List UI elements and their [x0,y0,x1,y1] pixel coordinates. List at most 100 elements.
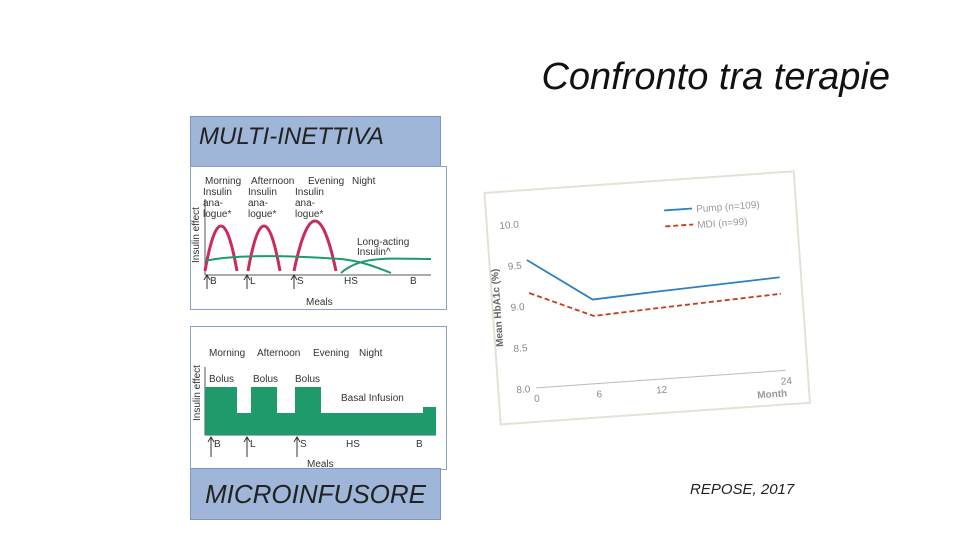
csii-infusion-profile [205,387,436,435]
mdi-header-night: Night [352,176,376,187]
mdi-bolus-curve-3 [292,219,338,272]
csii-y-label: Insulin effect [192,365,203,421]
hba1c-card-bg [483,170,811,426]
mdi-bolus-curve-1 [203,224,239,272]
csii-label: MICROINFUSORE [205,479,426,509]
mdi-meal-arrowhead-1 [203,274,211,281]
mdi-diagram-svg: Morning Afternoon Evening Night Insulin … [191,176,432,308]
hba1c-y-tick-3: 9.5 [507,261,522,273]
csii-meal-arrowhead-1 [207,436,215,443]
csii-bolus-label-3: Bolus [295,374,320,385]
mdi-header-evening: Evening [308,176,344,187]
mdi-basal-label: Long-acting Insulin^ [357,237,409,258]
mdi-meal-arrowhead-2 [243,274,251,281]
hba1c-series-line-1 [526,259,780,301]
mdi-label: MULTI-INETTIVA [199,123,384,150]
csii-insulin-diagram: Morning Afternoon Evening Night Insulin … [190,326,447,470]
mdi-insulin-label-2-line: Insulin [248,187,277,198]
mdi-insulin-label-1: Insulin ana-logue* [203,187,232,220]
csii-label-box: MICROINFUSORE [190,468,441,520]
hba1c-series-2-point-4 [779,293,782,295]
mdi-header: Morning Afternoon Evening Night [205,176,376,187]
hba1c-series-2-point-2 [593,315,595,317]
csii-basal-label: Basal Infusion [341,393,404,404]
mdi-insulin-label-1-line: logue* [203,209,231,220]
csii-meal-5: B [416,439,423,450]
hba1c-x-label: Month [757,388,788,401]
hba1c-legend-swatch-1 [664,207,693,212]
mdi-meal-3: S [297,276,304,287]
hba1c-x-tick-3: 24 [780,376,792,388]
mdi-insulin-label-2-line: logue* [248,209,276,220]
mdi-insulin-labels: Insulin ana-logue*Insulin ana-logue*Insuli… [203,187,324,220]
hba1c-x-tick-2: 12 [656,385,668,397]
csii-header-evening: Evening [313,348,349,359]
csii-diagram-svg: Morning Afternoon Evening Night Insulin … [192,348,436,469]
mdi-label-box: MULTI-INETTIVA [190,116,441,168]
csii-meal-arrowhead-2 [243,436,251,443]
mdi-insulin-label-2: Insulin ana-logue* [248,187,277,220]
hba1c-y-label: Mean HbA1c (%) [490,268,506,347]
mdi-insulin-label-1-line: Insulin [203,187,232,198]
mdi-meal-markers: B L S HS B [203,274,417,289]
mdi-header-afternoon: Afternoon [251,176,294,187]
csii-meal-arrowhead-3 [293,436,301,443]
mdi-meal-1: B [210,276,217,287]
hba1c-y-tick-1: 8.5 [513,343,528,355]
mdi-basal-curve-old [204,255,392,274]
mdi-insulin-diagram: Morning Afternoon Evening Night Insulin … [190,166,447,310]
mdi-header-morning: Morning [205,176,241,187]
mdi-meal-2: L [250,276,256,287]
mdi-meal-4: HS [344,276,358,287]
hba1c-legend-swatch-2 [665,223,694,228]
csii-header-afternoon: Afternoon [257,348,300,359]
csii-meal-4: HS [346,439,360,450]
hba1c-x-tick-1: 6 [596,389,603,400]
hba1c-series-1-point-3 [654,291,656,293]
csii-meal-1: B [214,439,221,450]
mdi-insulin-label-3-line: Insulin [295,187,324,198]
csii-x-label: Meals [307,459,334,469]
hba1c-series-1-point-4 [778,276,780,279]
csii-header-morning: Morning [209,348,245,359]
hba1c-y-tick-2: 9.0 [510,302,525,314]
csii-header-night: Night [359,348,383,359]
csii-bolus-label-1: Bolus [209,374,234,385]
mdi-basal-label-text-line: Insulin^ [357,247,391,258]
hba1c-legend-label-2: MDI (n=99) [697,217,748,231]
hba1c-y-tick-0: 8.0 [516,384,531,396]
hba1c-series-2-point-1 [528,292,531,294]
mdi-basal-curve-new [340,257,432,274]
csii-header: Morning Afternoon Evening Night [209,348,383,359]
hba1c-y-tick-4: 10.0 [499,220,520,232]
hba1c-series-2-point-3 [655,307,657,310]
mdi-x-label: Meals [306,297,333,308]
mdi-insulin-label-3: Insulin ana-logue* [295,187,324,220]
mdi-meal-arrowhead-3 [290,274,298,281]
hba1c-legend-label-1: Pump (n=109) [696,200,760,215]
mdi-insulin-label-3-line: ana- [295,198,315,209]
mdi-meal-5: B [410,276,417,287]
hba1c-x-tick-0: 0 [534,394,541,405]
csii-meal-3: S [300,439,307,450]
hba1c-series-line-2 [529,292,781,317]
hba1c-x-axis [536,369,786,389]
mdi-basal-label-text-line: Long-acting [357,237,409,248]
hba1c-series-1-point-1 [526,259,529,262]
hba1c-series-1-point-2 [591,298,594,301]
mdi-insulin-label-1-line: ana- [203,198,223,209]
mdi-insulin-label-2-line: ana- [248,198,268,209]
citation: REPOSE, 2017 [690,481,795,498]
hba1c-chart: 8.0 8.5 9.0 9.5 10.0 0 6 12 24 Month Mean HbA1c (%… [470,160,820,430]
mdi-bolus-curve-2 [246,224,282,272]
mdi-insulin-label-3-line: logue* [295,209,323,220]
csii-bolus-label-2: Bolus [253,374,278,385]
slide-title: Confronto tra terapie [541,56,890,98]
csii-meal-2: L [250,439,256,450]
mdi-basal-label-text: Long-acting Insulin^ [357,237,409,258]
csii-meal-markers: B L S HS B [207,436,423,457]
mdi-y-label: Insulin effect [191,207,202,263]
